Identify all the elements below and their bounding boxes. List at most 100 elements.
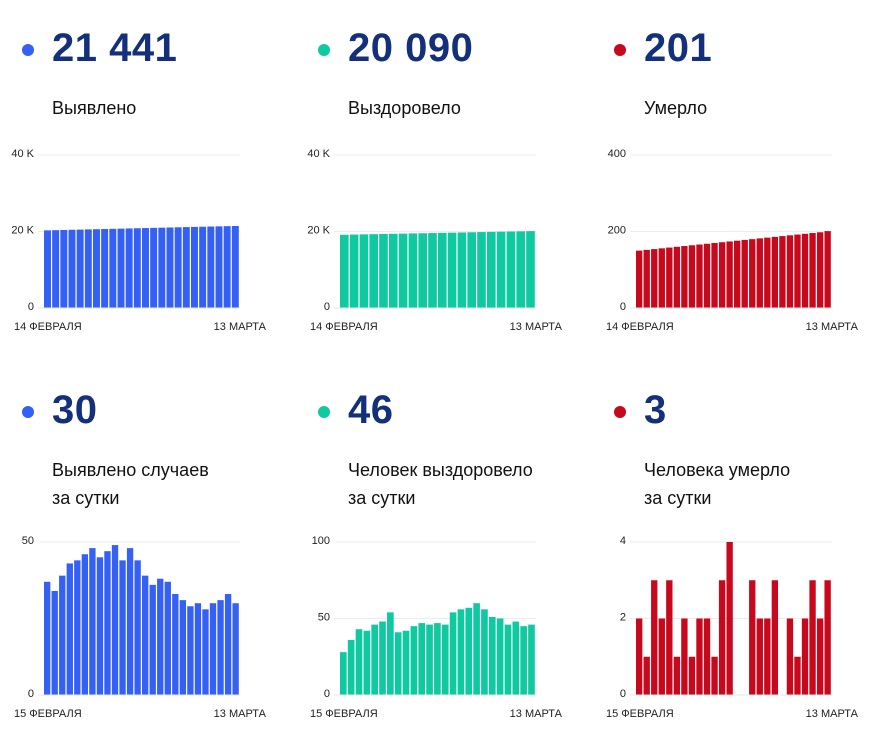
bar — [467, 232, 476, 308]
bar — [59, 575, 66, 695]
bar — [199, 226, 207, 308]
bar — [119, 560, 126, 695]
bar — [703, 618, 711, 695]
bar — [651, 249, 658, 308]
bar — [81, 554, 89, 695]
recovered-daily-value: 46 — [348, 388, 394, 432]
panel-detected-daily: 30 Выявлено случаев за сутки 0 50 15 ФЕВРА… — [0, 362, 285, 722]
y-tick-label: 4 — [620, 535, 626, 547]
bar — [142, 228, 149, 308]
bar — [340, 652, 347, 695]
bar — [718, 580, 726, 695]
bar — [96, 557, 104, 695]
bar — [158, 227, 166, 308]
bar — [512, 621, 520, 695]
bar — [44, 230, 51, 308]
bar — [477, 232, 486, 308]
bar — [174, 227, 182, 308]
y-tick-label: 0 — [620, 301, 626, 313]
x-end-label: 13 МАРТА — [510, 708, 563, 720]
x-start-label: 14 ФЕВРАЛЯ — [310, 321, 378, 333]
deaths-daily-label-line1: Человека умерло — [644, 460, 791, 480]
bar — [487, 231, 496, 308]
bar — [496, 231, 506, 308]
bar — [369, 234, 378, 308]
detected-total-value: 21 441 — [52, 26, 178, 70]
bar — [711, 242, 718, 308]
bar — [824, 580, 831, 695]
bar — [379, 233, 388, 308]
bar — [217, 600, 224, 695]
bar — [749, 580, 756, 695]
bar — [449, 612, 457, 695]
bar — [232, 603, 239, 695]
bar — [142, 575, 149, 695]
bar — [410, 626, 418, 695]
bar — [651, 580, 658, 695]
bar — [209, 603, 217, 695]
bar — [749, 239, 756, 308]
bar — [51, 590, 58, 695]
deaths-daily-value: 3 — [644, 388, 667, 432]
detected-daily-label: Выявлено случаев за сутки — [52, 456, 209, 512]
bar — [473, 603, 480, 695]
x-start-label: 14 ФЕВРАЛЯ — [14, 321, 82, 333]
bar — [164, 581, 171, 695]
bar — [202, 609, 209, 695]
detected-daily-label-line2: за сутки — [52, 488, 120, 508]
bar — [726, 241, 733, 308]
bar — [223, 226, 231, 308]
bar — [187, 606, 194, 695]
bar — [89, 548, 96, 695]
x-end-label: 13 МАРТА — [806, 321, 859, 333]
bar — [696, 244, 703, 308]
bar — [224, 594, 232, 695]
bar — [658, 618, 665, 695]
bar — [172, 594, 179, 695]
recovered-total-value: 20 090 — [348, 26, 474, 70]
deaths-legend-dot — [614, 44, 626, 56]
bar — [786, 235, 794, 308]
bar — [673, 246, 681, 308]
bar — [215, 226, 223, 308]
y-tick-label: 0 — [620, 688, 626, 700]
x-start-label: 14 ФЕВРАЛЯ — [606, 321, 674, 333]
bar — [771, 236, 779, 308]
bar — [111, 545, 119, 695]
bar — [801, 618, 809, 695]
bar — [149, 584, 156, 695]
bar — [134, 560, 141, 695]
bar — [52, 230, 60, 308]
y-tick-label: 0 — [324, 301, 330, 313]
panel-recovered-daily: 46 Человек выздоровело за сутки 0 50 100 15… — [296, 362, 581, 722]
bar — [457, 232, 467, 308]
bar — [666, 247, 673, 308]
detected-daily-value: 30 — [52, 388, 98, 432]
detected-daily-label-line1: Выявлено случаев — [52, 460, 209, 480]
bar — [117, 228, 125, 308]
bar — [794, 234, 801, 308]
y-tick-label: 100 — [312, 535, 330, 547]
bar — [688, 656, 696, 695]
y-tick-label: 0 — [324, 688, 330, 700]
bar — [434, 623, 441, 695]
bar — [816, 232, 824, 308]
bar — [387, 612, 394, 695]
bar — [104, 551, 111, 695]
bar — [166, 227, 174, 308]
bar — [506, 231, 516, 308]
bar — [44, 581, 51, 695]
y-tick-label: 40 K — [307, 148, 330, 160]
panel-deaths-daily: 3 Человека умерло за сутки 0 2 4 15 ФЕВРАЛЯ… — [592, 362, 877, 722]
bar — [191, 226, 198, 308]
recovered-daily-legend-dot — [318, 406, 330, 418]
bar — [398, 233, 408, 308]
deaths-daily-label: Человека умерло за сутки — [644, 456, 790, 512]
bar — [465, 607, 473, 695]
y-tick-label: 200 — [608, 225, 626, 237]
x-start-label: 15 ФЕВРАЛЯ — [14, 708, 82, 720]
bar — [488, 616, 496, 695]
bar — [438, 232, 447, 308]
bar — [726, 542, 733, 695]
x-start-label: 15 ФЕВРАЛЯ — [606, 708, 674, 720]
